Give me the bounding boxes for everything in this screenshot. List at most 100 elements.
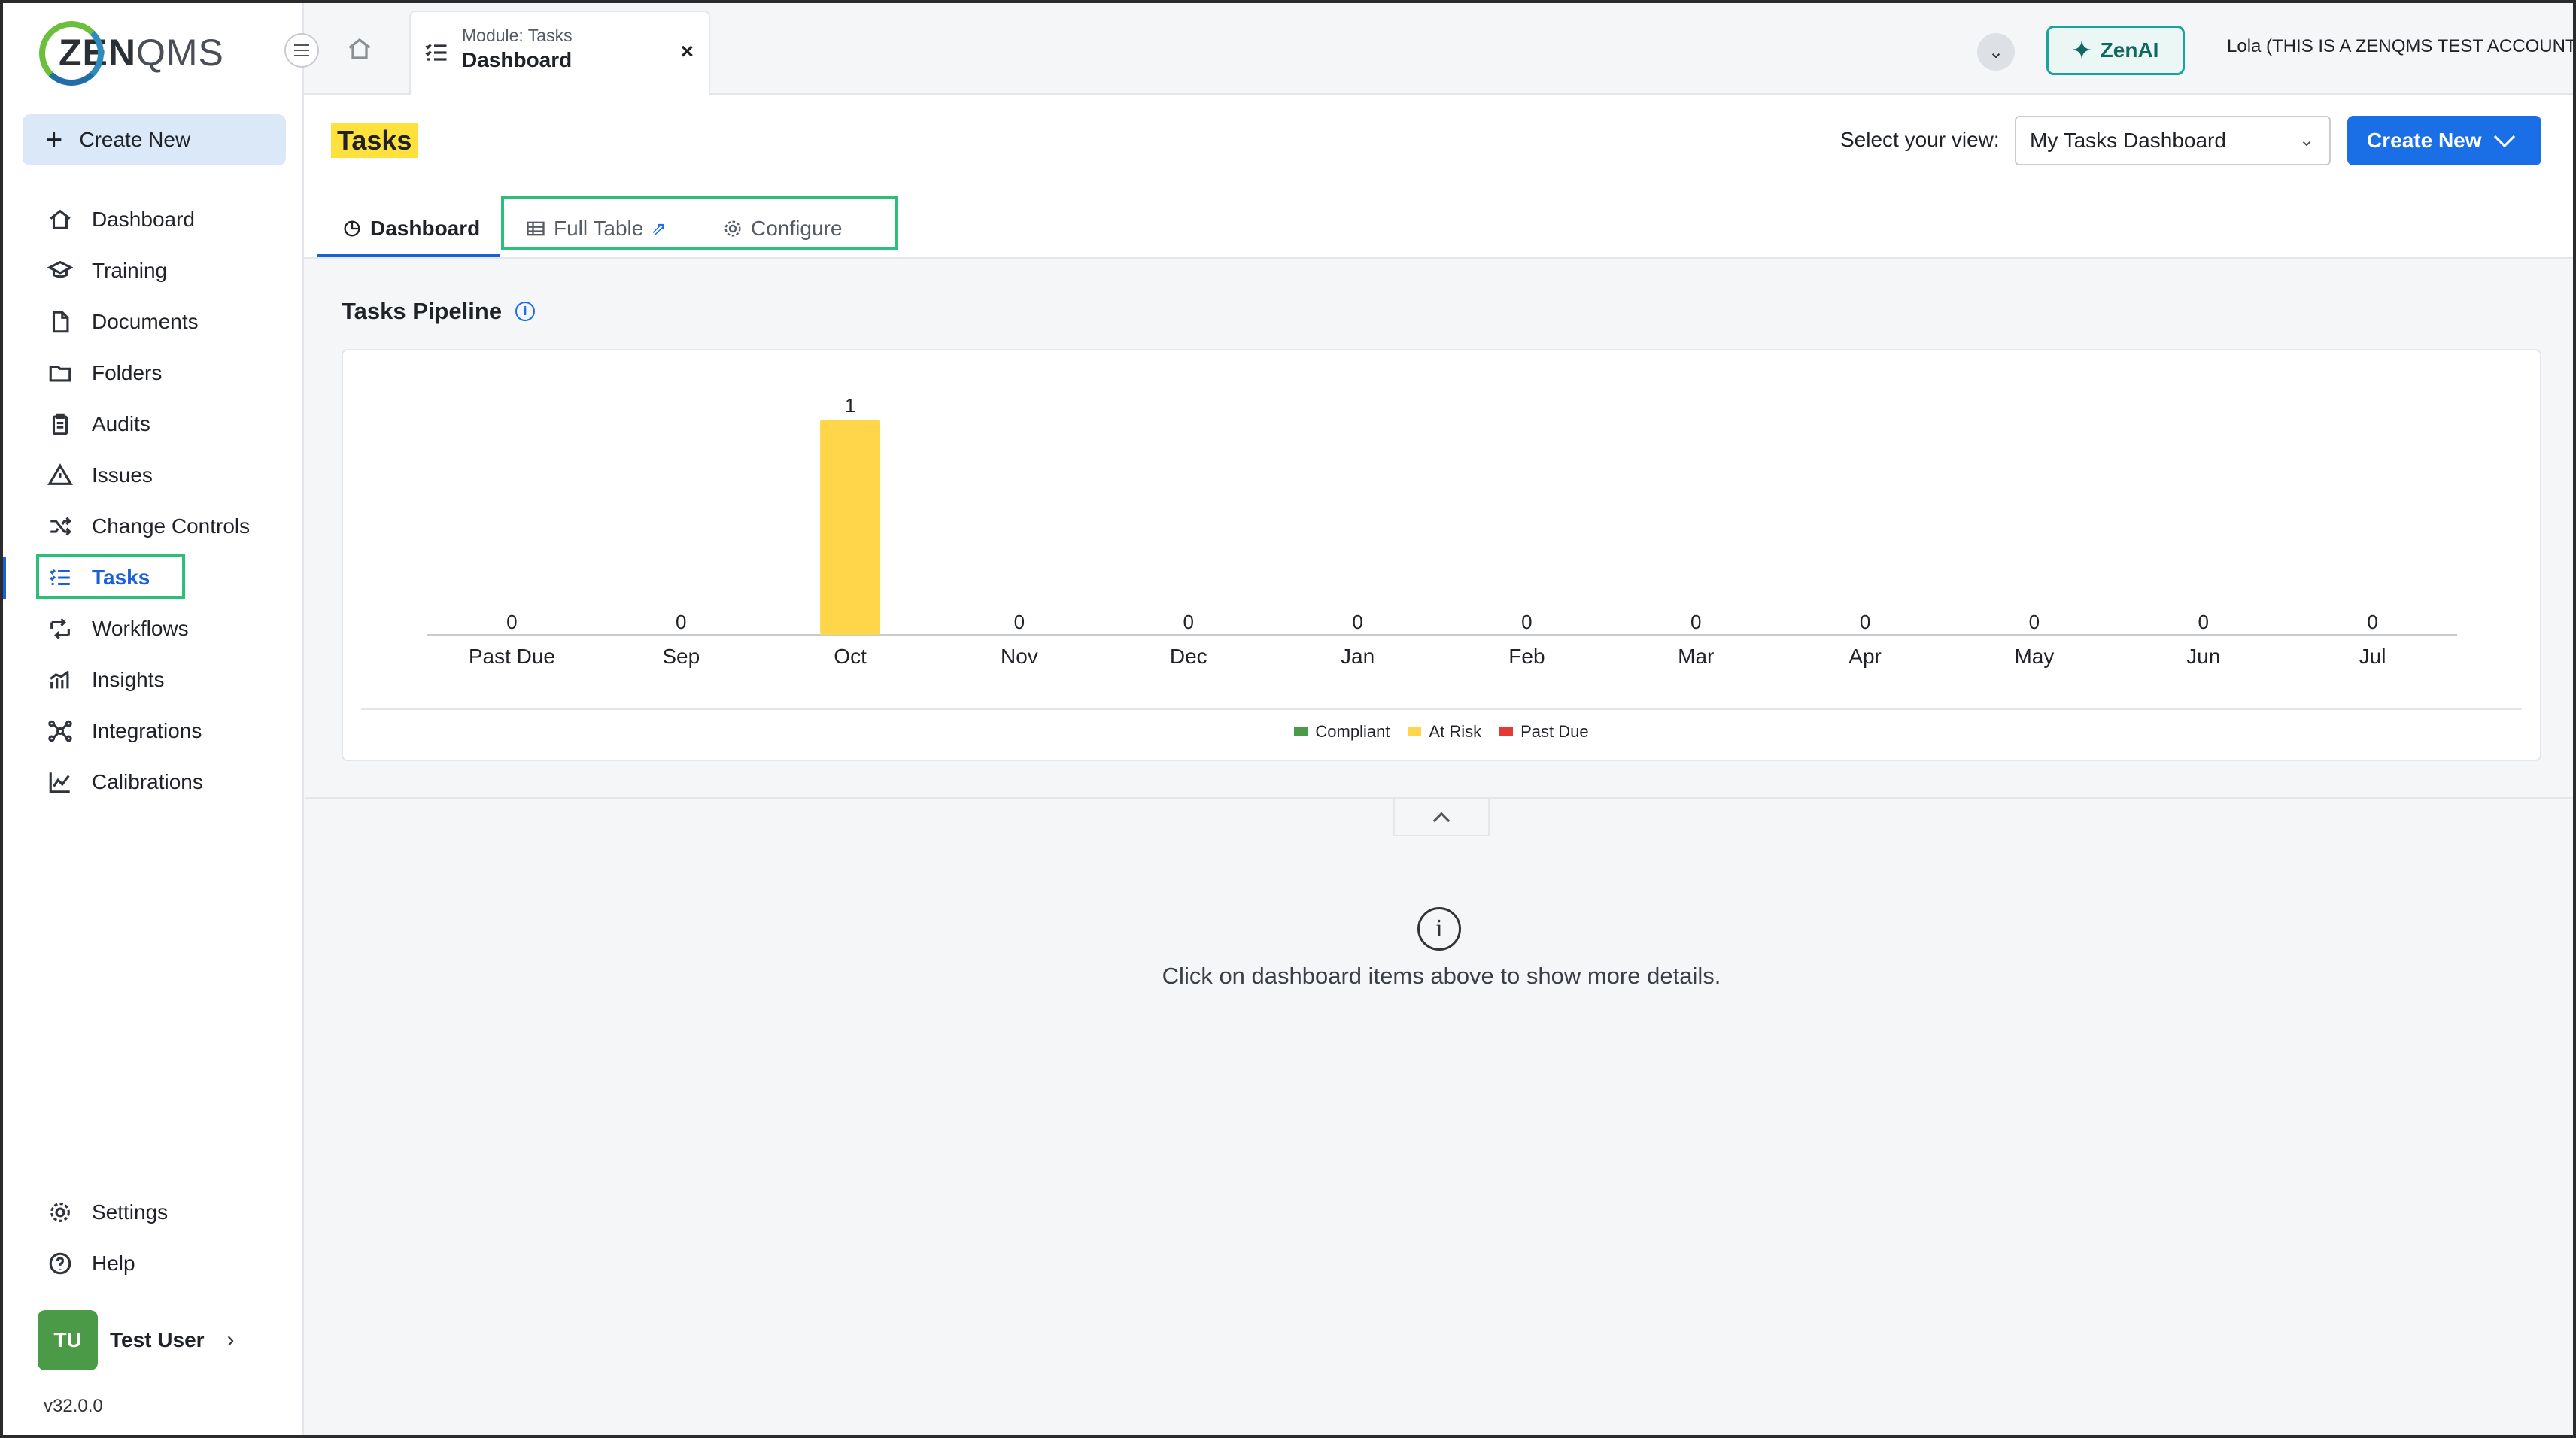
sidebar-item-insights[interactable]: Insights: [3, 654, 304, 705]
sidebar-item-issues[interactable]: Issues: [3, 450, 304, 501]
plus-icon: +: [45, 123, 63, 156]
sidebar-item-help[interactable]: Help: [3, 1238, 304, 1289]
sidebar-item-label: Help: [92, 1251, 135, 1275]
document-icon: [45, 307, 75, 337]
x-tick-label: Nov: [1001, 645, 1038, 668]
sidebar-item-label: Audits: [92, 412, 150, 435]
sidebar-item-audits[interactable]: Audits: [3, 399, 304, 450]
view-select[interactable]: My Tasks Dashboard ⌄: [2015, 116, 2331, 165]
bar-value-label: 0: [506, 611, 517, 633]
sidebar-item-settings[interactable]: Settings: [3, 1187, 304, 1238]
tasks-pipeline-chart: 0 Past Due 0 Sep 1 Oct 0 Nov 0 Dec 0 Jan 0 Feb 0 Mar 0 Ap…: [342, 349, 2541, 761]
pipeline-title-text: Tasks Pipeline: [342, 298, 503, 324]
folder-icon: [45, 358, 75, 388]
bar-value-label: 0: [2367, 611, 2377, 633]
bar-chart-icon: [45, 665, 75, 695]
tab-full-table-label: Full Table: [554, 217, 644, 240]
legend-label: Compliant: [1315, 722, 1390, 741]
bar-value-label: 0: [2029, 611, 2040, 633]
tab-configure[interactable]: Configure: [722, 202, 842, 256]
bar-value-label: 0: [1690, 611, 1701, 633]
gear-icon: [45, 1197, 75, 1227]
view-select-label: Select your view:: [1840, 128, 2000, 151]
page-title: Tasks: [331, 123, 418, 158]
empty-state-message: Click on dashboard items above to show m…: [1162, 963, 1721, 989]
tab-dashboard[interactable]: Dashboard: [342, 202, 480, 256]
avatar: TU: [38, 1310, 98, 1370]
home-tab[interactable]: [337, 21, 382, 77]
sparkle-icon: ✦: [2072, 38, 2091, 63]
sidebar-item-tasks[interactable]: Tasks: [3, 552, 304, 603]
sidebar-create-new-button[interactable]: + Create New: [23, 114, 286, 165]
sidebar-create-new-label: Create New: [79, 128, 191, 151]
logo-ring-icon: [39, 21, 104, 86]
pipeline-title: Tasks Pipeline i: [342, 298, 536, 325]
tab-configure-label: Configure: [751, 217, 843, 240]
x-tick-label: Mar: [1678, 645, 1714, 668]
module-tab-tasks[interactable]: Module: Tasks Dashboard ×: [409, 11, 710, 95]
user-menu[interactable]: TU Test User ›: [38, 1310, 235, 1370]
sidebar-item-label: Dashboard: [92, 208, 195, 231]
sidebar-item-calibrations[interactable]: Calibrations: [3, 757, 304, 808]
bar-value-label: 0: [1521, 611, 1532, 633]
app-version: v32.0.0: [44, 1396, 103, 1416]
tab-full-table[interactable]: Full Table ⇗: [525, 202, 666, 256]
sidebar-item-documents[interactable]: Documents: [3, 296, 304, 347]
legend-item-past-due[interactable]: Past Due: [1499, 722, 1589, 742]
sidebar-item-workflows[interactable]: Workflows: [3, 603, 304, 654]
x-tick-label: Oct: [834, 645, 867, 668]
user-name: Test User: [110, 1328, 205, 1352]
legend-swatch: [1499, 727, 1514, 736]
bar-value-label: 0: [1014, 611, 1025, 633]
info-icon[interactable]: i: [515, 302, 536, 321]
info-circle-icon: i: [1417, 907, 1461, 951]
chevron-right-icon: ›: [226, 1327, 235, 1352]
x-tick-label: Sep: [662, 645, 700, 668]
sidebar-bottom-nav: Settings Help: [3, 1187, 304, 1289]
bar-at-risk-oct[interactable]: [820, 420, 881, 635]
sidebar-item-label: Folders: [92, 361, 163, 384]
x-tick-label: Jan: [1341, 645, 1375, 668]
zenqms-logo[interactable]: ZENQMS: [36, 17, 223, 89]
chevron-down-icon: ⌄: [2298, 130, 2314, 150]
external-link-icon: ⇗: [651, 218, 667, 239]
tabs-divider: [304, 257, 2573, 259]
x-tick-label: Jul: [2359, 645, 2386, 668]
help-icon: [45, 1248, 75, 1279]
x-tick-label: Jun: [2186, 645, 2220, 668]
chevron-down-icon: ⌄: [1988, 41, 2004, 62]
task-list-icon: [45, 563, 75, 593]
bar-value-label: 0: [2198, 611, 2209, 633]
legend-item-at-risk[interactable]: At Risk: [1408, 722, 1481, 742]
bar-value-label: 1: [845, 394, 855, 417]
logo-qms-text: QMS: [136, 32, 224, 74]
legend-item-compliant[interactable]: Compliant: [1294, 722, 1390, 742]
chevron-down-icon: [2493, 126, 2515, 148]
legend-swatch: [1294, 727, 1308, 736]
home-icon: [348, 38, 371, 59]
zenai-button[interactable]: ✦ ZenAI: [2046, 26, 2185, 75]
sidebar-toggle-button[interactable]: [284, 33, 319, 68]
sidebar-item-training[interactable]: Training: [3, 245, 304, 296]
bar-value-label: 0: [676, 611, 686, 633]
legend-swatch: [1408, 727, 1422, 736]
sidebar-item-folders[interactable]: Folders: [3, 347, 304, 399]
sidebar-item-label: Training: [92, 259, 168, 282]
x-tick-label: Dec: [1170, 645, 1208, 668]
chart-divider: [361, 708, 2522, 710]
close-tab-icon[interactable]: ×: [680, 39, 694, 64]
chart-svg: 0 Past Due 0 Sep 1 Oct 0 Nov 0 Dec 0 Jan 0 Feb 0 Mar 0 Ap…: [427, 394, 2457, 668]
zenai-label: ZenAI: [2100, 38, 2159, 62]
bar-value-label: 0: [1860, 611, 1870, 633]
bar-value-label: 0: [1352, 611, 1362, 633]
sidebar-item-dashboard[interactable]: Dashboard: [3, 194, 304, 245]
gear-icon: [724, 220, 741, 237]
collapse-chart-button[interactable]: [1393, 799, 1490, 836]
create-new-button[interactable]: Create New: [2347, 116, 2541, 165]
legend-label: Past Due: [1520, 722, 1589, 741]
menu-icon: [294, 50, 309, 51]
sidebar-item-change-controls[interactable]: Change Controls: [3, 501, 304, 552]
tabs-dropdown-button[interactable]: ⌄: [1977, 33, 2015, 71]
account-name[interactable]: Lola (THIS IS A ZENQMS TEST ACCOUNT): [2227, 36, 2576, 56]
sidebar-item-integrations[interactable]: Integrations: [3, 705, 304, 757]
